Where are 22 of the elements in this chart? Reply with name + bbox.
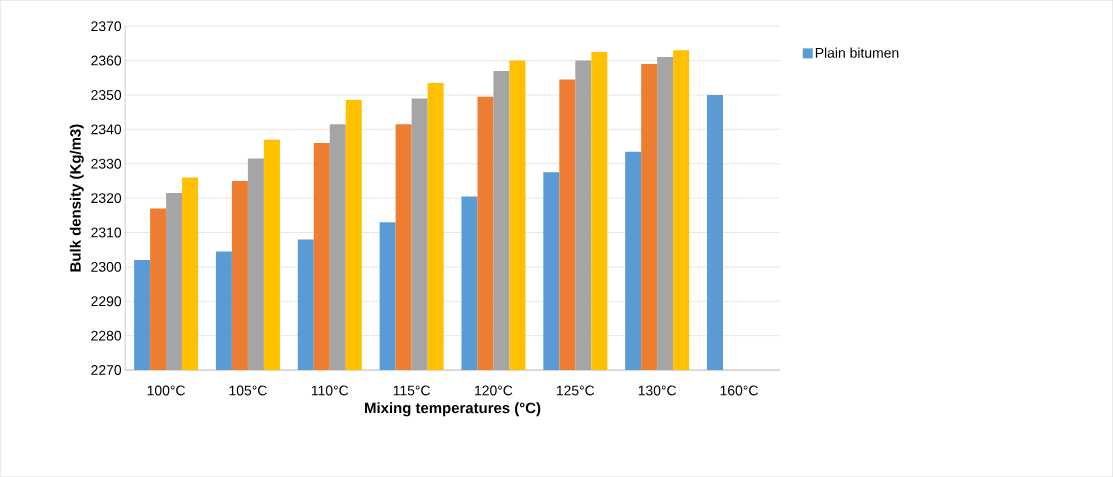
x-tick-label: 100°C: [147, 385, 186, 396]
y-tick-label: 2300: [91, 261, 122, 272]
y-tick-label: 2310: [91, 227, 122, 238]
y-tick-label: 2360: [91, 55, 122, 66]
y-tick-label: 2320: [91, 193, 122, 203]
y-tick-label: 2340: [91, 124, 122, 135]
x-tick-label: 160°C: [720, 385, 758, 396]
x-tick-label: 110°C: [311, 385, 349, 396]
x-tick-label: 130°C: [638, 385, 677, 396]
x-tick-label: 125°C: [556, 385, 595, 396]
y-tick-label: 2330: [91, 158, 122, 169]
legend-label: Plain bitumen: [815, 47, 899, 58]
y-tick-label: 2370: [91, 21, 122, 32]
y-tick-label: 2350: [91, 89, 122, 100]
x-tick-label: 105°C: [229, 385, 267, 396]
y-axis-title: Bulk density (Kg/m3): [69, 124, 84, 272]
y-tick-label: 2280: [91, 330, 122, 341]
y-tick-label: 2270: [91, 365, 122, 375]
x-tick-label: 115°C: [393, 385, 431, 396]
x-tick-label: 120°C: [475, 385, 513, 396]
y-tick-label: 2290: [91, 296, 122, 307]
x-axis-title: Mixing temperatures (°C): [365, 402, 541, 417]
